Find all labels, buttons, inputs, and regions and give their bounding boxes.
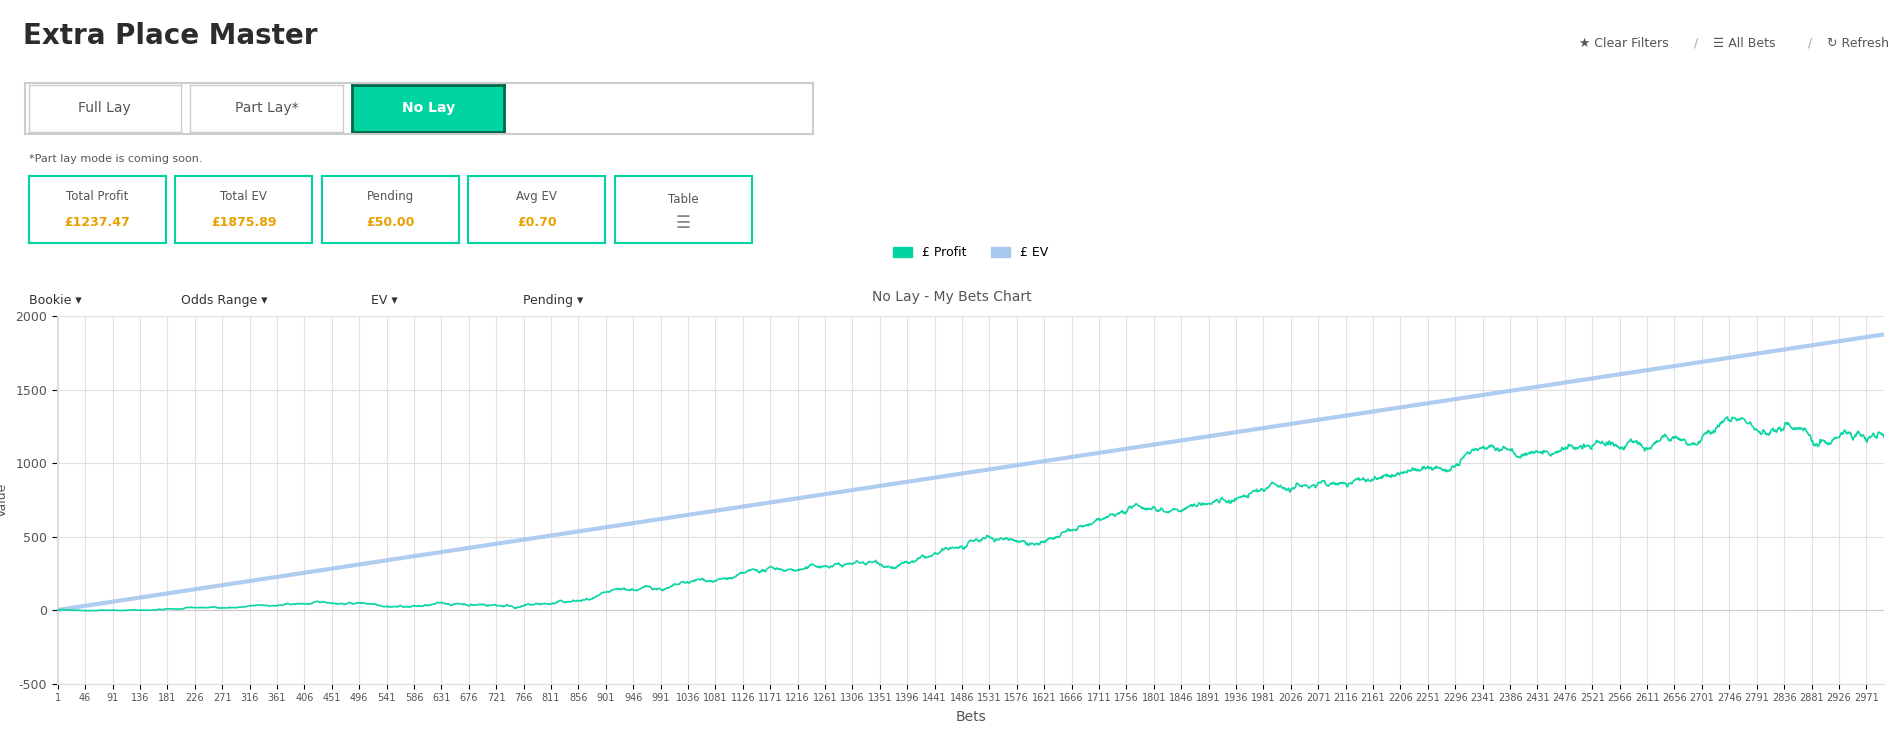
Text: £1237.47: £1237.47 [65,216,129,229]
Text: EV ▾: EV ▾ [371,294,398,307]
Text: ★ Clear Filters: ★ Clear Filters [1579,37,1669,50]
Text: No Lay: No Lay [402,101,455,115]
Text: Bookie ▾: Bookie ▾ [29,294,82,307]
Text: Full Lay: Full Lay [78,101,131,115]
Legend: £ Profit, £ EV: £ Profit, £ EV [889,242,1052,265]
Y-axis label: Value: Value [0,483,8,517]
Text: Total Profit: Total Profit [67,190,128,203]
Text: ↻ Refresh: ↻ Refresh [1827,37,1890,50]
Text: ☰ All Bets: ☰ All Bets [1713,37,1775,50]
Text: No Lay - My Bets Chart: No Lay - My Bets Chart [872,290,1031,304]
Text: Total EV: Total EV [221,190,266,203]
Text: Table: Table [668,193,698,206]
Text: Pending: Pending [367,190,413,203]
Text: Part Lay*: Part Lay* [234,101,299,115]
Text: Avg EV: Avg EV [516,190,558,203]
Text: /: / [1808,37,1812,50]
Text: Extra Place Master: Extra Place Master [23,22,318,50]
Text: £1875.89: £1875.89 [211,216,276,229]
Text: Odds Range ▾: Odds Range ▾ [181,294,266,307]
X-axis label: Bets: Bets [955,710,986,724]
Text: £50.00: £50.00 [365,216,415,229]
Text: £0.70: £0.70 [518,216,556,229]
Text: /: / [1694,37,1697,50]
Text: Pending ▾: Pending ▾ [523,294,584,307]
Text: ☰: ☰ [676,214,691,232]
Text: *Part lay mode is coming soon.: *Part lay mode is coming soon. [29,154,202,165]
